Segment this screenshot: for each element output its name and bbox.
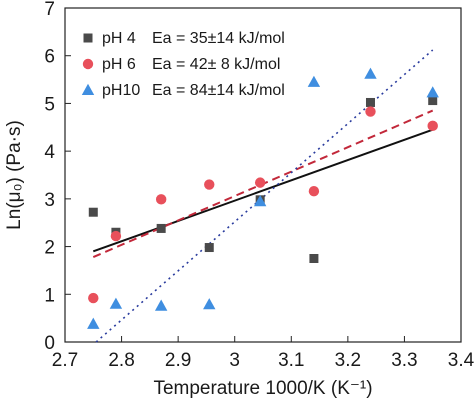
legend: pH 4 Ea = 35±14 kJ/mol pH 6 Ea = 42± 8 kJ/m… [81,30,285,99]
y-tick-label: 4 [44,142,55,163]
data-point-ph4 [365,97,375,107]
x-tick-label: 3 [229,350,240,371]
data-point-ph4 [428,96,438,106]
data-point-ph10 [426,86,439,98]
data-point-ph4 [204,243,214,253]
x-tick-label: 3.4 [448,350,474,371]
data-point-ph10 [154,299,168,311]
data-point-ph4 [309,254,319,263]
axis-ticks: 2.7 2.8 2.9 3 3.1 3.2 3.3 3.4 0 1 2 3 4 5 6 7 [44,0,474,371]
legend-label-ph6: pH 6 [102,56,136,73]
legend-marker-ph4 [83,33,93,43]
y-tick-label: 7 [44,0,55,20]
x-tick-label: 2.7 [52,350,78,371]
y-tick-label: 2 [44,238,55,259]
data-point-ph4 [156,223,166,233]
data-point-ph10 [109,297,123,309]
legend-marker-ph10 [81,83,95,95]
data-point-ph6 [88,292,99,304]
y-tick-label: 5 [44,94,55,115]
x-tick-label: 3.1 [278,350,304,371]
data-point-ph6 [365,106,376,117]
x-tick-label: 2.8 [108,350,134,371]
plot-frame [64,7,462,343]
fit-line-ph4 [92,128,434,253]
legend-ea-ph4: Ea = 35±14 kJ/mol [152,30,285,47]
y-tick-label: 1 [44,285,55,306]
data-point-ph6 [308,186,320,197]
legend-ea-ph10: Ea = 84±14 kJ/mol [152,82,285,99]
data-point-ph10 [307,75,321,87]
x-axis-label: Temperature 1000/K (K⁻¹) [153,378,372,399]
data-point-ph10 [253,195,267,207]
data-point-ph6 [254,177,266,188]
y-tick-label: 6 [44,47,55,68]
x-tick-label: 3.3 [391,350,417,371]
legend-label-ph4: pH 4 [102,30,136,47]
x-tick-label: 3.2 [335,350,361,371]
data-point-ph6 [155,194,167,205]
data-point-ph6 [427,120,438,132]
legend-ea-ph6: Ea = 42± 8 kJ/mol [152,56,280,73]
data-point-ph4 [88,207,98,217]
y-tick-label: 3 [44,190,55,211]
data-point-ph6 [204,179,215,190]
data-point-ph10 [203,298,216,310]
data-point-ph10 [87,317,100,329]
data-point-ph10 [364,67,377,79]
y-axis-label: Ln(μ₀) (Pa·s) [4,120,25,230]
legend-marker-ph6 [82,58,94,70]
y-tick-label: 0 [44,333,55,354]
legend-label-ph10: pH10 [102,82,140,99]
x-tick-label: 2.9 [165,350,191,371]
data-point-ph6 [110,230,122,242]
data-points [87,67,439,329]
